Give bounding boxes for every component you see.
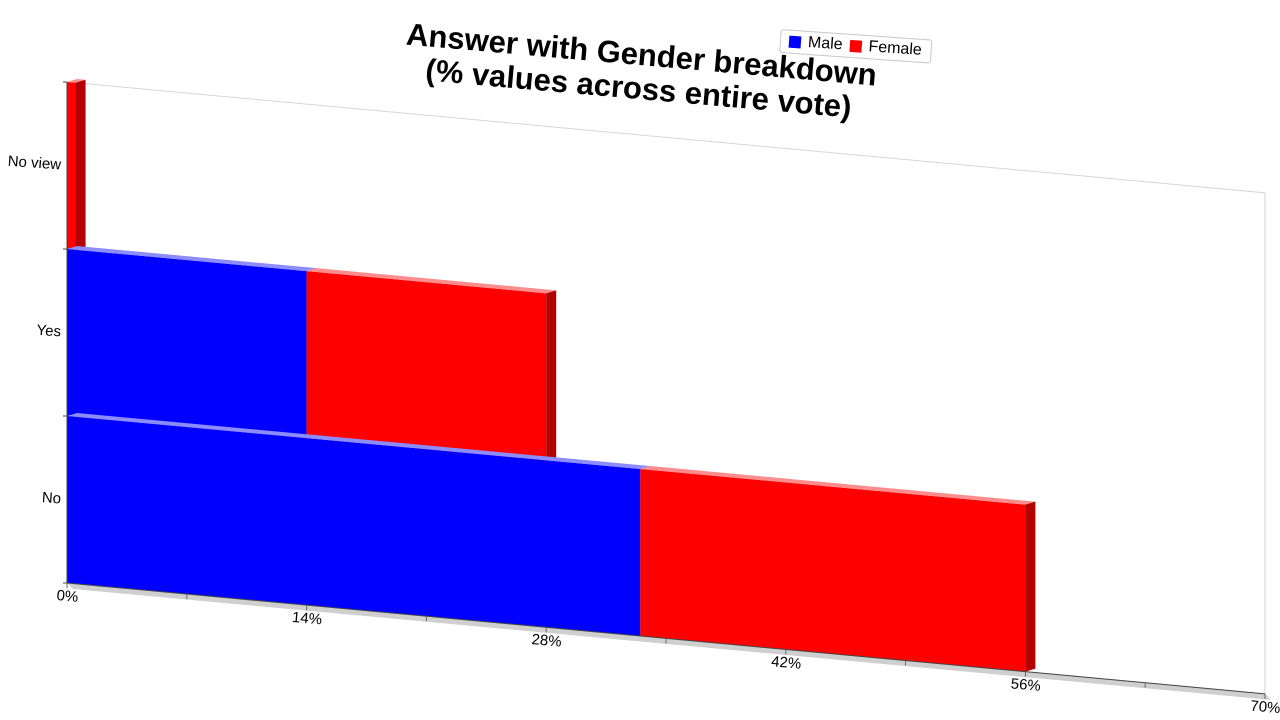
x-tick-label: 14%: [291, 609, 322, 629]
bar-side: [1025, 501, 1036, 672]
bar-front: [640, 469, 1026, 672]
legend-label-female: Female: [867, 38, 923, 59]
bar-top: [67, 79, 86, 83]
legend-item-male: Male: [788, 33, 843, 55]
plot-floor: [67, 583, 1271, 700]
bars-group: [67, 79, 1036, 672]
bar-female-no: [640, 466, 1036, 672]
x-tick-label: 0%: [56, 587, 79, 606]
x-tick-label: 70%: [1250, 698, 1280, 718]
legend-swatch-male: [788, 35, 802, 49]
bar-top: [640, 466, 1036, 505]
legend-label-male: Male: [807, 33, 844, 54]
y-tick-label: No view: [7, 153, 62, 174]
bar-top: [306, 268, 557, 294]
bar-front: [67, 249, 307, 439]
bar-top: [67, 246, 317, 272]
axes-group: No view Yes No 0% 14% 28% 42% 56% 70%: [7, 81, 1280, 718]
legend-swatch-female: [849, 39, 862, 53]
bar-front: [67, 416, 641, 637]
x-tick-label: 42%: [770, 653, 801, 673]
y-tick-label: No: [41, 489, 61, 507]
y-tick-label: Yes: [36, 322, 62, 341]
bar-female-yes: [306, 268, 557, 461]
bar-top: [67, 413, 651, 470]
x-tick-label: 56%: [1010, 675, 1041, 695]
bar-side: [75, 79, 86, 250]
legend-item-female: Female: [849, 37, 922, 60]
x-tick-label: 28%: [531, 631, 562, 651]
bar-side: [546, 290, 557, 461]
bar-front: [67, 82, 76, 250]
bar-female-no-view: [67, 79, 86, 250]
bar-male-yes: [67, 246, 317, 439]
bar-male-no: [67, 413, 651, 637]
bar-front: [306, 271, 547, 461]
